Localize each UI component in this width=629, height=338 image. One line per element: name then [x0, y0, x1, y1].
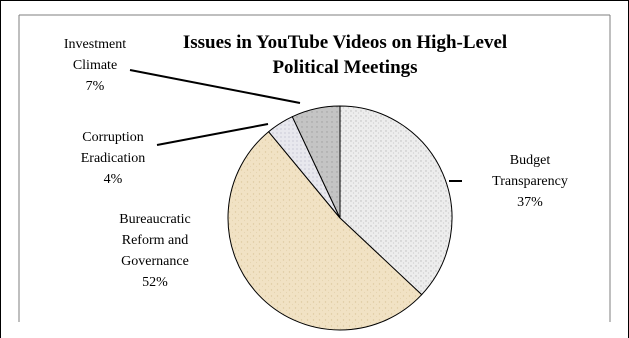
- chart-title-line-1: Issues in YouTube Videos on High-Level: [183, 32, 507, 53]
- slice-category-label: Corruption: [82, 130, 143, 145]
- chart-title-line-2: Political Meetings: [272, 57, 417, 78]
- slice-category-label: Reform and: [122, 233, 188, 248]
- slice-labels: Budget Transparency 37% Bureaucratic Reform …: [64, 37, 568, 290]
- pie-slice-bureaucratic-reform-and-governance: [227, 130, 423, 331]
- leader-lines: [129, 69, 462, 182]
- slice-category-label: Transparency: [492, 174, 568, 189]
- slice-value-label: 7%: [86, 79, 105, 94]
- slice-value-label: 4%: [104, 172, 123, 187]
- leader-line: [129, 69, 301, 104]
- pie-slice-investment-climate: [291, 105, 341, 219]
- slice-category-label: Investment: [64, 37, 126, 52]
- slice-category-label: Climate: [73, 58, 117, 73]
- slice-category-label: Eradication: [81, 151, 146, 166]
- slice-value-label: 37%: [517, 195, 543, 210]
- slice-category-label: Governance: [121, 254, 189, 269]
- slice-category-label: Bureaucratic: [119, 212, 191, 227]
- slice-category-label: Budget: [510, 153, 551, 168]
- pie-slice-budget-transparency: [339, 105, 453, 296]
- pie-slices: [227, 105, 453, 331]
- slice-value-label: 52%: [142, 275, 168, 290]
- chart-border: [18, 14, 611, 322]
- leader-line: [156, 123, 269, 146]
